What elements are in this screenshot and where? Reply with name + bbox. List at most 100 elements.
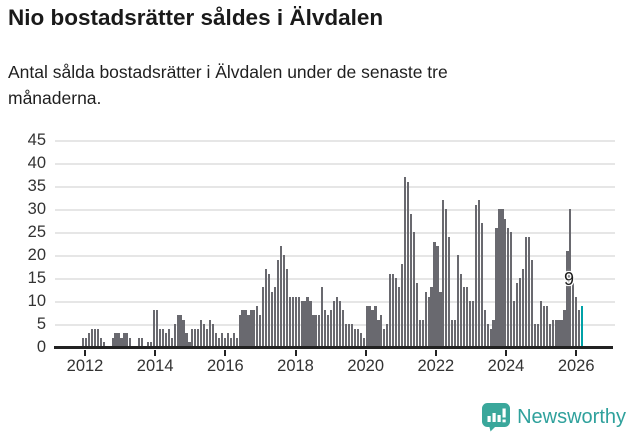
x-axis-label-2020: 2020 [347,357,385,375]
bar [241,310,244,347]
bar [548,324,551,347]
y-axis-label-5: 5 [36,314,46,333]
bar [312,314,315,347]
bar [229,337,232,347]
bar [90,328,94,347]
bar [120,337,123,347]
y-axis-label-30: 30 [27,199,46,218]
bar [542,305,545,347]
x-tick-2020 [364,350,367,356]
bar [421,319,424,347]
bar [545,305,548,347]
y-axis-label-15: 15 [27,268,46,287]
bar [353,328,356,347]
bar [477,200,480,347]
bar [374,305,377,347]
bar [158,328,161,347]
bar [330,310,333,347]
bar [152,310,156,347]
bar [522,269,525,347]
bar [344,324,348,347]
bar [321,287,324,347]
bar [365,305,368,347]
bar-highlighted-latest [581,305,584,347]
bar-chart-plot-area: 9 0 5 10 15 20 25 30 35 40 45 2012 2014 2016 2018 2020… [27,131,615,375]
bar [377,319,380,347]
bar [427,296,430,347]
bar [527,236,531,347]
bar [294,296,297,347]
bar [182,319,185,347]
bar [350,324,353,347]
bar [371,310,374,347]
bar [279,246,283,347]
bar [117,333,120,347]
x-axis-label-2022: 2022 [417,357,455,375]
bar [524,236,528,347]
x-tick-2014 [154,350,157,356]
bar [338,301,342,347]
bar [389,273,392,347]
bar [392,273,395,347]
subtitle-line-2: månaderna. [8,88,102,109]
bar [206,328,209,347]
bar [262,287,265,347]
bar [359,333,362,347]
bar [327,314,330,347]
bar [412,232,415,347]
bar [462,287,466,347]
bar [436,246,439,347]
bar [424,291,427,347]
x-tick-2022 [434,350,437,356]
gridline-30 [55,208,615,211]
bar [347,324,350,347]
bar [87,333,91,347]
bar [282,255,285,347]
bar [430,287,433,347]
bar [250,310,253,347]
bar [291,296,294,347]
x-axis-label-2018: 2018 [277,357,314,375]
x-axis-label-2016: 2016 [206,357,244,375]
bar [486,324,489,347]
bar [448,236,451,347]
bar [418,319,421,347]
bar [268,273,271,347]
bar [185,333,188,347]
bar [235,337,238,347]
bar [244,310,247,347]
y-axis-label-35: 35 [27,176,46,195]
bar [341,310,345,347]
bar [356,328,359,347]
gridline-25 [55,231,615,234]
gridline-20 [55,254,615,257]
bar [285,269,288,347]
x-axis-label-2014: 2014 [136,357,174,375]
y-axis-label-0: 0 [36,337,46,356]
bar [208,319,212,347]
gridline-15 [55,277,615,280]
bar [439,291,442,347]
bar [149,342,153,347]
x-tick-2018 [294,350,297,356]
x-axis-label-2012: 2012 [66,357,104,375]
bar [572,282,575,347]
bar [226,333,229,347]
bar [513,301,516,347]
bar [238,314,241,347]
bar [82,337,85,347]
last-value-label: 9 [564,269,575,289]
bar [510,232,513,347]
x-tick-2024 [505,350,508,356]
bar-series [82,140,584,347]
bar [471,301,474,347]
bar [501,209,504,347]
bar [179,314,182,347]
bar [465,287,469,347]
x-tick-2012 [84,350,86,356]
brand-name: Newsworthy [517,406,626,428]
bar [167,328,170,347]
y-axis-label-20: 20 [27,245,46,264]
bar [403,177,407,347]
bar [578,310,581,347]
